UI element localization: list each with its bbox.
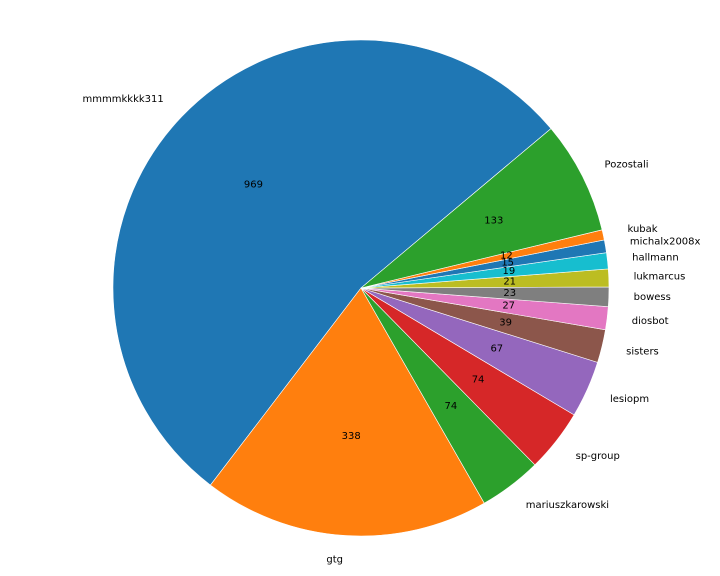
slice-category-label: Pozostali <box>605 160 649 171</box>
slice-category-label: sp-group <box>576 451 620 462</box>
slice-value-label: 74 <box>445 401 458 412</box>
slices-layer <box>112 39 610 537</box>
slice-value-label: 23 <box>503 288 516 299</box>
labels-layer: mmmmkkkk311 gtg mariuszkarowski sp-group les… <box>83 94 701 566</box>
slice-value-label: 133 <box>484 215 503 226</box>
slice-value-label: 19 <box>503 266 516 277</box>
slice-value-label: 338 <box>342 431 361 442</box>
slice-category-label: michalx2008x <box>630 237 701 248</box>
slice-value-label: 12 <box>500 251 513 262</box>
slice-category-label: mmmmkkkk311 <box>83 94 164 105</box>
slice-category-label: gtg <box>326 555 343 566</box>
slice-value-label: 969 <box>244 180 263 191</box>
slice-value-label: 21 <box>503 276 516 287</box>
pie-slice-mmmmkkkk311 <box>112 39 552 486</box>
slice-category-label: hallmann <box>632 253 679 264</box>
slice-category-label: bowess <box>634 292 671 303</box>
pie-slice-pozostali <box>360 128 603 289</box>
slice-value-label: 74 <box>472 374 485 385</box>
pie-slice-gtg <box>210 287 485 537</box>
slice-category-label: kubak <box>627 224 657 235</box>
slice-value-label: 15 <box>501 257 514 268</box>
slice-value-label: 27 <box>502 301 515 312</box>
slice-category-label: lukmarcus <box>634 271 686 282</box>
slice-value-label: 39 <box>499 317 512 328</box>
slice-category-label: diosbot <box>632 316 669 327</box>
slice-value-label: 67 <box>490 343 503 354</box>
slice-category-label: lesiopm <box>610 394 649 405</box>
slice-category-label: mariuszkarowski <box>526 500 609 511</box>
slice-category-label: sisters <box>626 347 659 358</box>
